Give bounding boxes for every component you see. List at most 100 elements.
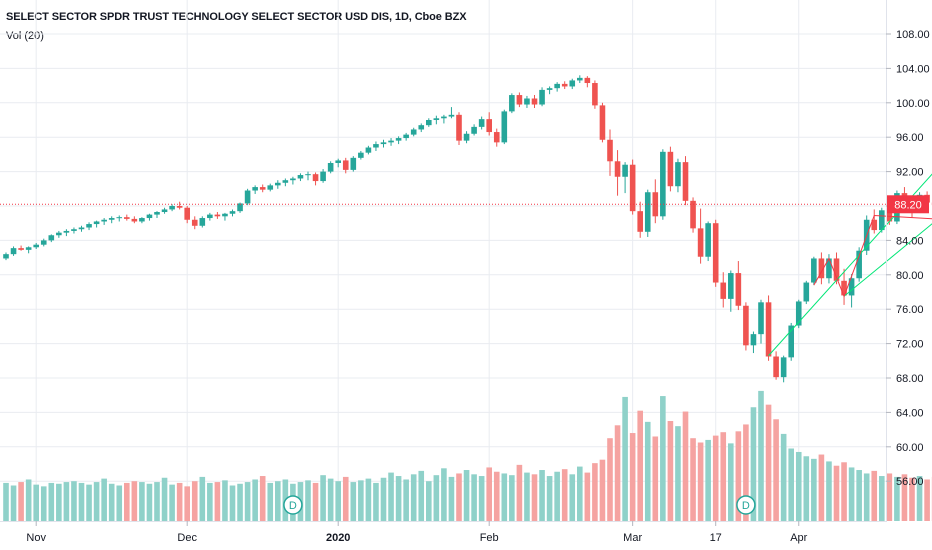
- price-tick-label: 60.00: [896, 442, 924, 454]
- time-tick-label: 2020: [326, 532, 350, 544]
- candle: [773, 351, 779, 380]
- price-tick-label: 108.00: [896, 29, 930, 41]
- volume-bar: [335, 481, 341, 521]
- candle: [244, 188, 251, 206]
- candle: [222, 212, 228, 221]
- volume-bar: [629, 433, 636, 521]
- candle: [750, 331, 757, 354]
- volume-bar: [758, 390, 764, 521]
- volume-bar: [637, 410, 643, 521]
- time-axis[interactable]: NovDec2020FebMar17AprMay: [26, 521, 932, 544]
- candle-body: [327, 163, 334, 172]
- candle-body: [365, 147, 372, 153]
- candle: [388, 138, 394, 146]
- candle: [818, 252, 825, 285]
- candle: [637, 201, 643, 238]
- volume-bar: [18, 482, 24, 521]
- volume-bar: [108, 483, 115, 521]
- volume-bar: [3, 482, 9, 521]
- candle: [509, 93, 515, 114]
- candle: [320, 169, 326, 183]
- drawings[interactable]: [0, 129, 932, 356]
- candle-body: [154, 212, 160, 215]
- candle-body: [773, 356, 779, 378]
- volume-bar: [305, 480, 311, 521]
- dividend-marker[interactable]: D: [283, 495, 303, 515]
- price-tick-label: 68.00: [896, 373, 924, 385]
- candle-body: [229, 211, 236, 214]
- candle: [267, 183, 274, 192]
- candle: [10, 246, 17, 256]
- candle-body: [667, 151, 674, 187]
- candle: [199, 216, 206, 228]
- candle: [124, 214, 130, 221]
- volume-bar: [894, 476, 900, 521]
- pattern-polyline[interactable]: [813, 214, 932, 298]
- candle: [18, 245, 24, 251]
- candle: [697, 208, 704, 264]
- volume-bar: [10, 485, 17, 521]
- candle: [259, 184, 266, 193]
- candle: [252, 185, 258, 194]
- volume-bar: [191, 481, 198, 521]
- candle: [675, 158, 681, 193]
- volume-bar: [176, 482, 183, 521]
- candle-body: [750, 334, 757, 346]
- candle: [622, 162, 628, 194]
- volume-bar: [275, 481, 281, 521]
- candle: [312, 172, 319, 186]
- volume-bar: [743, 424, 749, 521]
- candle: [116, 215, 123, 222]
- candle-body: [448, 114, 455, 117]
- volume-bar: [924, 479, 930, 521]
- candle: [856, 247, 862, 282]
- candle: [48, 234, 55, 243]
- candle-body: [146, 214, 153, 219]
- volume-bar: [486, 467, 492, 521]
- candle-body: [116, 217, 123, 219]
- candle-body: [426, 120, 432, 126]
- volume-bar: [516, 464, 523, 521]
- volume-bar: [803, 456, 810, 521]
- candle: [561, 81, 568, 90]
- candle-body: [191, 219, 198, 226]
- volume-indicator-label[interactable]: Vol (20): [6, 30, 44, 42]
- candle: [728, 270, 734, 312]
- candle-body: [637, 211, 643, 232]
- candle: [86, 222, 92, 231]
- candle-body: [176, 206, 183, 208]
- candle-body: [856, 250, 862, 279]
- candle: [146, 213, 153, 221]
- volume-bar: [259, 476, 266, 521]
- volume-bar: [856, 470, 862, 521]
- volume-bar: [577, 466, 583, 521]
- last-price-tag-group: 88.20: [887, 195, 929, 214]
- volume-bar: [252, 479, 258, 521]
- candle: [720, 272, 727, 308]
- channel-trendline[interactable]: [843, 160, 932, 297]
- volume-bar: [818, 454, 825, 521]
- channel-trendline[interactable]: [768, 129, 932, 356]
- candle: [478, 116, 485, 130]
- volume-bar: [161, 477, 168, 521]
- candle: [871, 209, 878, 234]
- volume-bar: [410, 474, 417, 521]
- candle-body: [803, 282, 810, 302]
- candle: [139, 217, 145, 224]
- volume-bar: [48, 482, 55, 521]
- price-tick-label: 96.00: [896, 132, 924, 144]
- dividend-marker[interactable]: D: [736, 495, 756, 515]
- volume-bar: [909, 477, 915, 521]
- candle-body: [879, 210, 885, 231]
- candle-body: [252, 187, 258, 191]
- volume-bar: [441, 468, 447, 521]
- volume-bar: [667, 421, 674, 521]
- candle-body: [71, 229, 77, 231]
- price-axis[interactable]: 108.00104.00100.0096.0092.0088.0084.0080…: [886, 29, 930, 488]
- candle: [275, 180, 281, 189]
- volume-bar: [660, 396, 666, 521]
- candle: [607, 129, 613, 176]
- candle: [584, 76, 591, 88]
